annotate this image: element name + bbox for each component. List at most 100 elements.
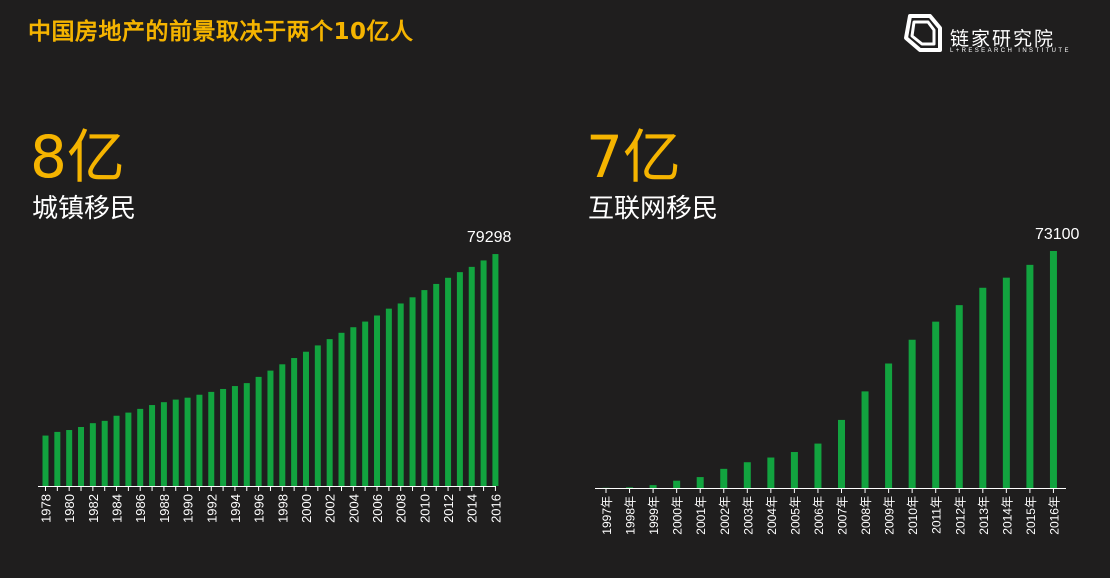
- bar: [184, 397, 191, 486]
- x-tick-label: 1997年: [600, 496, 614, 535]
- x-tick-label: 1978: [39, 494, 54, 523]
- x-tick-label: 1988: [157, 494, 172, 523]
- x-tick-label: 2008年: [859, 496, 873, 535]
- bar: [338, 332, 345, 486]
- x-tick-label: 2010年: [906, 496, 920, 535]
- bar: [885, 363, 893, 488]
- right-big-number: 7亿: [586, 123, 681, 191]
- bar: [89, 423, 96, 486]
- x-tick-label: 2014: [465, 494, 480, 523]
- bar: [814, 443, 822, 488]
- bar: [456, 272, 463, 486]
- bar: [696, 477, 704, 488]
- page-title: 中国房地产的前景取决于两个10亿人: [28, 19, 414, 45]
- bar: [409, 297, 416, 486]
- x-tick-label: 2012: [441, 494, 456, 523]
- x-tick-label: 2001年: [694, 496, 708, 535]
- bar: [374, 315, 381, 486]
- bar: [767, 457, 775, 488]
- bar: [979, 287, 987, 488]
- logo-name: 链家研究院: [950, 28, 1056, 50]
- x-tick-label: 2016: [488, 494, 503, 523]
- bar: [137, 408, 144, 486]
- bar: [160, 402, 167, 486]
- bar: [1049, 251, 1057, 488]
- bar: [626, 487, 634, 488]
- bar: [932, 321, 940, 488]
- bar: [908, 339, 916, 488]
- x-tick-label: 2015年: [1024, 496, 1038, 535]
- bar: [279, 364, 286, 486]
- x-tick-label: 1998年: [624, 496, 638, 535]
- x-tick-label: 2000年: [671, 496, 685, 535]
- bar: [673, 480, 681, 488]
- x-tick-label: 1980: [62, 494, 77, 523]
- bar: [172, 399, 179, 486]
- bar: [433, 283, 440, 486]
- bar: [243, 383, 250, 486]
- bar: [78, 426, 85, 486]
- bar: [125, 412, 132, 486]
- logo-subtitle: L+RESEARCH INSTITUTE: [950, 48, 1071, 54]
- bar: [468, 266, 475, 486]
- data-label: 79298: [467, 229, 512, 246]
- x-tick-label: 2010: [417, 494, 432, 523]
- bar: [326, 339, 333, 486]
- x-tick-label: 2004年: [765, 496, 779, 535]
- bar: [149, 405, 156, 486]
- bar: [955, 305, 963, 488]
- x-tick-label: 2008: [394, 494, 409, 523]
- bar: [397, 303, 404, 486]
- bar: [54, 431, 61, 486]
- right-subtitle: 互联网移民: [588, 194, 719, 224]
- bar: [720, 468, 728, 488]
- bar: [861, 391, 869, 488]
- bar: [314, 345, 321, 486]
- bar: [1026, 264, 1034, 488]
- bar: [267, 370, 274, 486]
- bar: [208, 391, 215, 486]
- bar: [101, 420, 108, 486]
- x-tick-label: 2007年: [836, 496, 850, 535]
- x-tick-label: 2014年: [1000, 496, 1014, 535]
- bar: [350, 327, 357, 486]
- bar: [220, 388, 227, 486]
- x-tick-label: 1984: [110, 494, 125, 523]
- bar: [838, 419, 845, 488]
- x-tick-label: 2002年: [718, 496, 732, 535]
- bar: [445, 277, 452, 486]
- left-subtitle: 城镇移民: [32, 194, 137, 224]
- x-tick-label: 1982: [86, 494, 101, 523]
- bar: [302, 351, 309, 486]
- x-tick-label: 1992: [204, 494, 219, 523]
- bar: [291, 358, 298, 486]
- x-tick-label: 1990: [181, 494, 196, 523]
- logo-icon: [904, 14, 942, 52]
- bar: [421, 290, 428, 486]
- bar: [362, 321, 369, 486]
- bar: [42, 435, 49, 486]
- x-tick-label: 1996: [252, 494, 267, 523]
- bar: [385, 308, 392, 486]
- x-tick-label: 2011年: [930, 496, 944, 534]
- x-tick-label: 2005年: [788, 496, 802, 535]
- bar: [480, 260, 487, 486]
- bar: [649, 485, 657, 488]
- x-tick-label: 2012年: [953, 496, 967, 535]
- bar: [790, 452, 798, 488]
- x-tick-label: 2009年: [883, 496, 897, 535]
- logo: 链家研究院 L+RESEARCH INSTITUTE: [896, 10, 1086, 60]
- x-tick-label: 1986: [133, 494, 148, 523]
- left-big-number: 8亿: [30, 123, 125, 191]
- bar: [743, 462, 751, 488]
- bar: [1002, 277, 1010, 488]
- x-tick-label: 1999年: [647, 496, 661, 535]
- x-tick-label: 1994: [228, 494, 243, 523]
- bar: [492, 254, 499, 486]
- x-tick-label: 2006年: [812, 496, 826, 535]
- x-tick-label: 2013年: [977, 496, 991, 535]
- bar: [196, 394, 203, 486]
- bar: [231, 386, 238, 486]
